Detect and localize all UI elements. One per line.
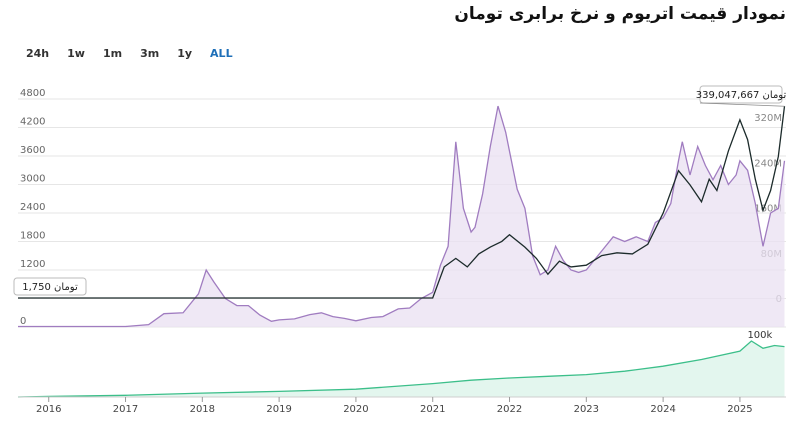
y-left-tick-label: 4200 (20, 117, 45, 128)
x-tick-label: 2017 (113, 404, 138, 415)
volume-peak-label: 100k (747, 330, 772, 341)
x-tick-label: 2016 (36, 404, 61, 415)
x-tick-label: 2020 (343, 404, 368, 415)
y-left-tick-label: 3000 (20, 174, 45, 185)
page-title: نمودار قیمت اتریوم و نرخ برابری تومان (454, 4, 786, 24)
rate-start-label: 1,750 تومان (22, 282, 78, 293)
y-right-tick-label: 320M (754, 113, 782, 124)
y-left-tick-label: 1800 (20, 231, 45, 242)
volume-area (18, 341, 785, 397)
y-right-tick-label: 240M (754, 158, 782, 169)
y-left-tick-label: 0 (20, 316, 26, 327)
y-left-tick-label: 3600 (20, 145, 45, 156)
range-1w-button[interactable]: 1w (67, 47, 85, 60)
price-series-line (18, 105, 786, 328)
rate-end-pointer (699, 102, 785, 107)
rate-series-line (18, 106, 786, 299)
range-3m-button[interactable]: 3m (140, 47, 160, 60)
range-all-button[interactable]: ALL (210, 47, 233, 60)
x-tick-label: 2021 (420, 404, 445, 415)
rate-end-badge (699, 85, 783, 104)
range-selector: 24h 1w 1m 3m 1y ALL (26, 47, 251, 60)
y-left-tick-label: 1200 (20, 259, 45, 270)
y-left-tick-label: 4800 (20, 88, 45, 99)
x-tick-label: 2023 (574, 404, 599, 415)
range-24h-button[interactable]: 24h (26, 47, 50, 60)
volume-series-line (17, 340, 785, 398)
range-1y-button[interactable]: 1y (177, 47, 193, 60)
y-left-tick-label: 2400 (20, 202, 45, 213)
rate-start-badge (13, 277, 87, 296)
x-tick-label: 2024 (650, 404, 675, 415)
x-tick-label: 2025 (727, 404, 752, 415)
x-tick-label: 2018 (190, 404, 215, 415)
range-1m-button[interactable]: 1m (102, 47, 123, 60)
rate-end-label: 339,047,667 تومان (696, 90, 787, 101)
y-right-tick-label: 160M (754, 204, 782, 215)
x-tick-label: 2019 (266, 404, 291, 415)
price-area (18, 106, 785, 327)
x-tick-label: 2022 (497, 404, 522, 415)
